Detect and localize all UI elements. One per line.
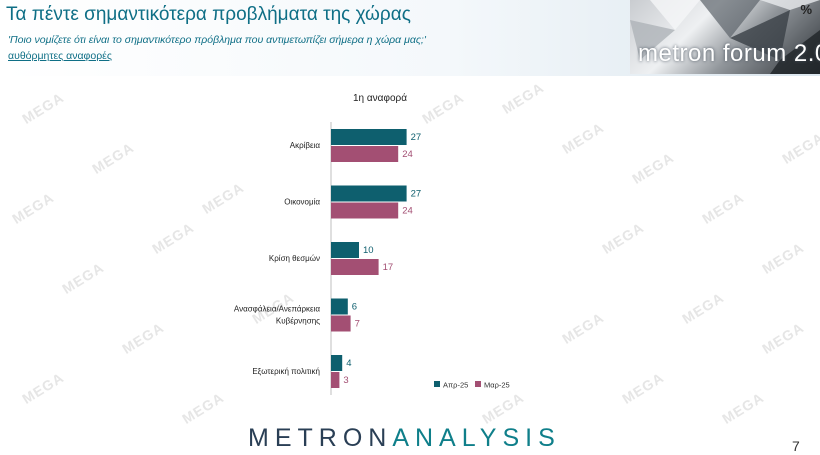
logo-text: metron forum 2.0: [638, 40, 820, 67]
bar-value-label: 27: [411, 132, 422, 143]
bar-value-label: 7: [355, 319, 360, 330]
bar-apr: [331, 242, 359, 258]
chart-title: 1η αναφορά: [353, 92, 407, 104]
footer-brand-metron: METRON: [248, 424, 393, 452]
bar-apr: [331, 129, 407, 145]
bar-value-label: 6: [352, 302, 357, 313]
page-title: Τα πέντε σημαντικότερα προβλήματα της χώ…: [6, 4, 411, 25]
response-note: αυθόρμητες αναφορές: [8, 50, 112, 62]
bar-value-label: 27: [411, 189, 422, 200]
category-label: Ανασφάλεια/Ανεπάρκεια Κυβέρνησης: [234, 305, 320, 326]
bar-value-label: 17: [383, 262, 394, 273]
legend-swatch: [434, 381, 440, 387]
bar-value-label: 24: [402, 206, 413, 217]
bar-mar: [331, 259, 379, 275]
question-subtitle: 'Ποιο νομίζετε ότι είναι το σημαντικότερ…: [8, 34, 426, 46]
bar-mar: [331, 146, 399, 162]
legend-swatch: [475, 381, 481, 387]
bar-value-label: 24: [402, 149, 413, 160]
bar-apr: [331, 185, 407, 202]
bar-mar: [331, 202, 399, 219]
legend-label: Μαρ-25: [484, 381, 510, 390]
bar-mar: [331, 315, 351, 332]
footer-brand-analysis: ANALYSIS: [392, 424, 561, 452]
bar-value-label: 3: [343, 375, 348, 386]
page-number: 7: [792, 438, 800, 454]
bar-apr: [331, 298, 348, 315]
bar-apr: [331, 355, 343, 371]
category-label: Κρίση θεσμών: [269, 254, 320, 263]
category-label: Εξωτερική πολιτική: [252, 367, 320, 376]
bar-chart: 1η αναφορά Ακρίβεια 27 24 Οικονομία 27 24 Κρίση…: [234, 92, 510, 395]
footer-brand-logo: METRONANALYSIS: [248, 424, 561, 453]
metron-forum-logo: % metron forum 2.0: [630, 0, 820, 74]
logo-percent-icon: %: [800, 2, 812, 17]
bar-value-label: 4: [346, 358, 351, 369]
legend-label: Απρ-25: [443, 381, 468, 390]
category-label: Οικονομία: [284, 198, 320, 207]
logo-shards-icon: [630, 0, 820, 74]
bar-value-label: 10: [363, 245, 374, 256]
bar-mar: [331, 372, 340, 388]
category-label: Ακρίβεια: [290, 141, 321, 150]
